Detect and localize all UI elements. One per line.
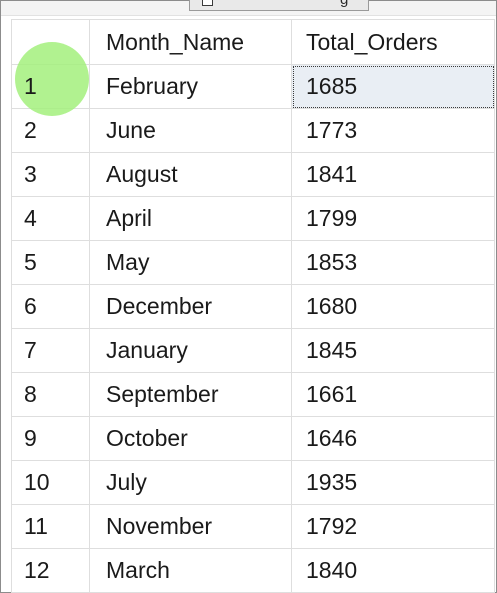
- table-row[interactable]: 6 December 1680: [11, 284, 495, 329]
- row-number-cell[interactable]: 8: [11, 372, 90, 417]
- total-orders-cell[interactable]: 1935: [291, 460, 495, 505]
- table-row[interactable]: 8 September 1661: [11, 372, 495, 417]
- total-orders-cell[interactable]: 1840: [291, 548, 495, 593]
- row-number-cell[interactable]: 7: [11, 328, 90, 373]
- month-name-cell[interactable]: January: [89, 328, 292, 373]
- month-name-cell[interactable]: March: [89, 548, 292, 593]
- row-number-cell[interactable]: 12: [11, 548, 90, 593]
- results-grid[interactable]: Month_Name Total_Orders 1 February 1685 2 Ju…: [11, 19, 495, 593]
- total-orders-cell[interactable]: 1646: [291, 416, 495, 461]
- row-number-cell[interactable]: 6: [11, 284, 90, 329]
- row-number-cell[interactable]: 1: [11, 64, 90, 109]
- month-name-cell[interactable]: December: [89, 284, 292, 329]
- month-name-cell[interactable]: September: [89, 372, 292, 417]
- column-header-total-orders[interactable]: Total_Orders: [291, 19, 495, 65]
- total-orders-cell[interactable]: 1853: [291, 240, 495, 285]
- month-name-cell[interactable]: November: [89, 504, 292, 549]
- table-row[interactable]: 12 March 1840: [11, 548, 495, 593]
- tab-label-fragment: g: [340, 0, 348, 7]
- month-name-cell[interactable]: April: [89, 196, 292, 241]
- total-orders-cell[interactable]: 1845: [291, 328, 495, 373]
- total-orders-cell[interactable]: 1680: [291, 284, 495, 329]
- toolbar-strip: g: [1, 0, 496, 16]
- total-orders-cell[interactable]: 1773: [291, 108, 495, 153]
- month-name-cell[interactable]: June: [89, 108, 292, 153]
- month-name-cell[interactable]: October: [89, 416, 292, 461]
- row-number-cell[interactable]: 9: [11, 416, 90, 461]
- row-number-cell[interactable]: 10: [11, 460, 90, 505]
- total-orders-cell[interactable]: 1841: [291, 152, 495, 197]
- total-orders-cell[interactable]: 1799: [291, 196, 495, 241]
- table-row[interactable]: 9 October 1646: [11, 416, 495, 461]
- month-name-cell[interactable]: February: [89, 64, 292, 109]
- month-name-cell[interactable]: May: [89, 240, 292, 285]
- table-row[interactable]: 1 February 1685: [11, 64, 495, 109]
- row-number-cell[interactable]: 11: [11, 504, 90, 549]
- table-row[interactable]: 10 July 1935: [11, 460, 495, 505]
- row-number-cell[interactable]: 3: [11, 152, 90, 197]
- row-number-cell[interactable]: 5: [11, 240, 90, 285]
- table-row[interactable]: 2 June 1773: [11, 108, 495, 153]
- total-orders-cell[interactable]: 1792: [291, 504, 495, 549]
- results-tab[interactable]: g: [189, 0, 369, 11]
- table-row[interactable]: 11 November 1792: [11, 504, 495, 549]
- table-row[interactable]: 5 May 1853: [11, 240, 495, 285]
- column-header-month-name[interactable]: Month_Name: [89, 19, 292, 65]
- row-number-header[interactable]: [11, 19, 90, 65]
- table-row[interactable]: 7 January 1845: [11, 328, 495, 373]
- selected-total-orders-cell[interactable]: 1685: [291, 64, 495, 109]
- total-orders-cell[interactable]: 1661: [291, 372, 495, 417]
- header-row: Month_Name Total_Orders: [11, 19, 495, 65]
- month-name-cell[interactable]: August: [89, 152, 292, 197]
- table-row[interactable]: 4 April 1799: [11, 196, 495, 241]
- row-number-cell[interactable]: 4: [11, 196, 90, 241]
- table-row[interactable]: 3 August 1841: [11, 152, 495, 197]
- row-number-cell[interactable]: 2: [11, 108, 90, 153]
- month-name-cell[interactable]: July: [89, 460, 292, 505]
- document-icon: [202, 0, 213, 6]
